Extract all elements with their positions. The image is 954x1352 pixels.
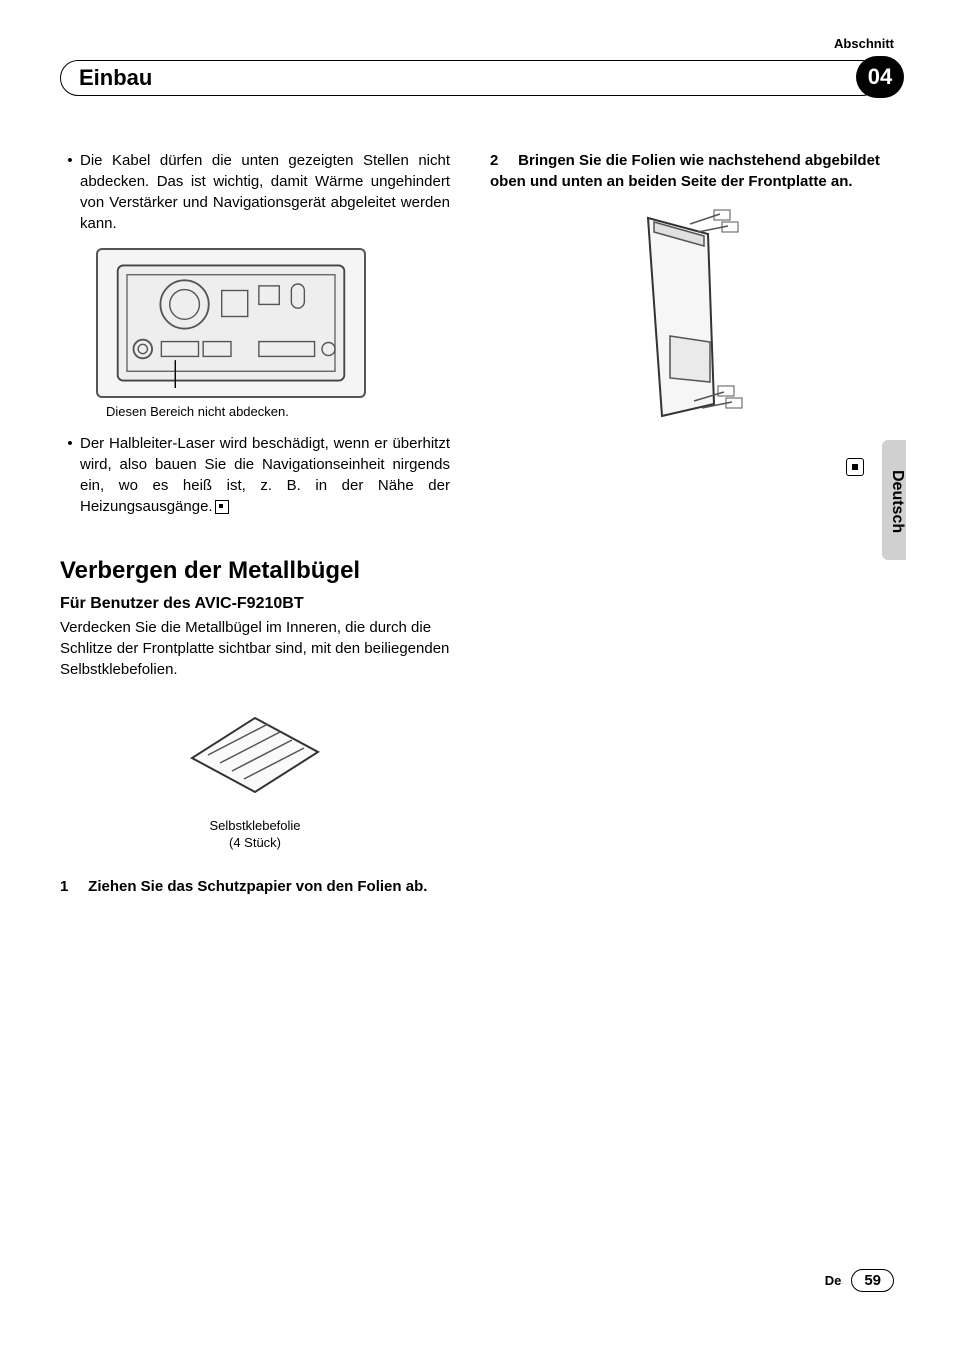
- bullet-text: Die Kabel dürfen die unten gezeigten Ste…: [80, 150, 450, 234]
- step-text: Bringen Sie die Folien wie nachstehend a…: [490, 152, 880, 190]
- diagram-caption: Diesen Bereich nicht abdecken.: [106, 404, 450, 419]
- radio-back-diagram: [96, 248, 366, 398]
- heading-3: Für Benutzer des AVIC-F9210BT: [60, 595, 450, 613]
- page-title: Einbau: [79, 65, 152, 91]
- film-diagram: [190, 710, 320, 800]
- section-label: Abschnitt: [834, 36, 894, 51]
- left-column: • Die Kabel dürfen die unten gezeigten S…: [60, 150, 450, 897]
- end-mark-icon: [846, 458, 864, 476]
- header-oval: Einbau: [60, 60, 880, 96]
- end-mark-icon: [215, 500, 229, 514]
- film-caption: Selbstklebefolie (4 Stück): [60, 818, 450, 852]
- header-bar: Einbau 04: [60, 60, 894, 100]
- heading-2: Verbergen der Metallbügel: [60, 557, 450, 585]
- section-number-badge: 04: [856, 56, 904, 98]
- bullet-text: Der Halbleiter-Laser wird beschädigt, we…: [80, 433, 450, 517]
- bullet-dot: •: [60, 433, 80, 517]
- step-2: 2 Bringen Sie die Folien wie nachstehend…: [490, 150, 880, 192]
- language-label: Deutsch: [888, 470, 906, 533]
- bullet-dot: •: [60, 150, 80, 234]
- paragraph: Verdecken Sie die Metallbügel im Inneren…: [60, 617, 450, 680]
- step-number: 2: [490, 150, 514, 171]
- bullet-item: • Die Kabel dürfen die unten gezeigten S…: [60, 150, 450, 234]
- step-text: Ziehen Sie das Schutzpapier von den Foli…: [88, 878, 427, 895]
- footer: De 59: [825, 1269, 894, 1292]
- step-number: 1: [60, 876, 84, 897]
- right-column: 2 Bringen Sie die Folien wie nachstehend…: [490, 150, 880, 897]
- step-1: 1 Ziehen Sie das Schutzpapier von den Fo…: [60, 876, 450, 897]
- bullet-item: • Der Halbleiter-Laser wird beschädigt, …: [60, 433, 450, 517]
- page-number: 59: [851, 1269, 894, 1292]
- footer-lang-code: De: [825, 1273, 842, 1288]
- frontpanel-diagram: [620, 206, 750, 426]
